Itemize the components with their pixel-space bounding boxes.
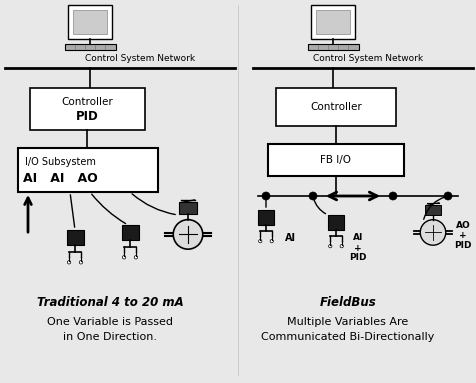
Text: +: + [354,244,362,252]
Circle shape [340,244,343,248]
Text: AI   AI   AO: AI AI AO [23,172,98,185]
Bar [316,10,350,34]
Text: One Variable is Passed: One Variable is Passed [47,317,173,327]
Text: AI: AI [353,232,363,242]
Bar [328,215,344,230]
Circle shape [309,192,317,200]
Text: Controller: Controller [61,97,113,107]
Text: Traditional 4 to 20 mA: Traditional 4 to 20 mA [37,296,183,308]
Text: I/O Subsystem: I/O Subsystem [25,157,95,167]
Text: PID: PID [454,241,472,249]
Text: +: + [459,231,467,239]
Text: Multiple Variables Are: Multiple Variables Are [288,317,408,327]
Text: AI: AI [285,233,296,243]
Text: in One Direction.: in One Direction. [63,332,157,342]
Circle shape [67,260,71,264]
Text: PID: PID [349,254,367,262]
Bar [426,205,441,216]
Text: FB I/O: FB I/O [320,155,351,165]
Bar [30,88,145,130]
Bar [121,225,139,240]
Circle shape [270,239,273,243]
Circle shape [262,192,270,200]
Bar [307,44,358,50]
Bar [73,10,107,34]
Circle shape [328,244,332,248]
Circle shape [420,220,446,245]
Text: Controller: Controller [310,102,362,112]
Text: Control System Network: Control System Network [85,54,195,63]
Text: FieldBus: FieldBus [319,296,377,308]
Circle shape [444,192,452,200]
Bar [68,5,112,39]
Bar [18,148,158,192]
Bar [179,203,197,214]
Bar [268,144,404,176]
Bar [65,44,116,50]
Circle shape [173,219,203,249]
Bar [67,230,83,245]
Text: AO: AO [456,221,470,229]
Bar [276,88,396,126]
Bar [311,5,355,39]
Text: PID: PID [76,110,99,123]
Circle shape [79,260,83,264]
Circle shape [134,255,138,259]
Circle shape [122,255,126,259]
Text: Communicated Bi-Directionally: Communicated Bi-Directionally [261,332,435,342]
Text: Control System Network: Control System Network [313,54,423,63]
Bar [258,210,274,225]
Circle shape [258,239,262,243]
Circle shape [389,192,397,200]
